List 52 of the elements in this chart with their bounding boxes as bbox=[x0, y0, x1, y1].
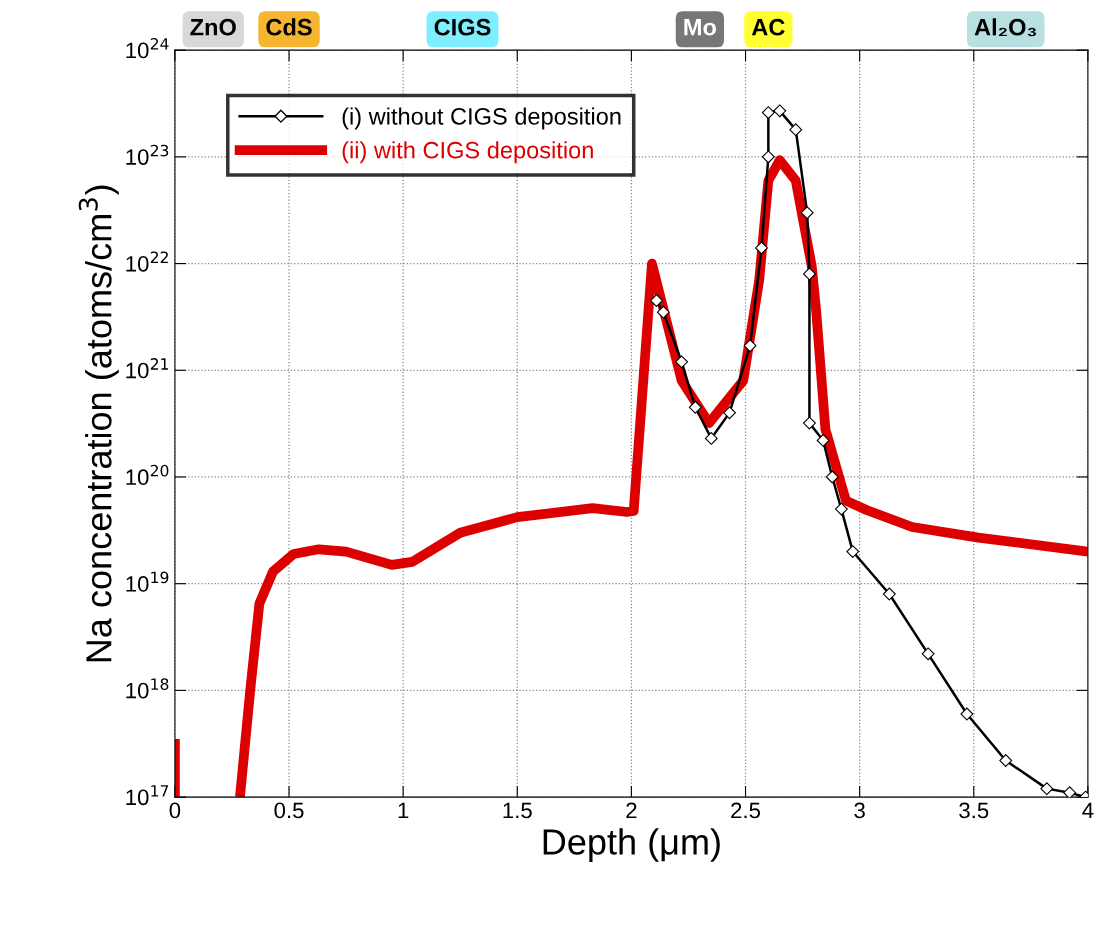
point bbox=[743, 339, 757, 353]
point bbox=[921, 647, 935, 661]
point bbox=[761, 150, 775, 164]
point bbox=[761, 106, 775, 120]
text: Mo bbox=[684, 19, 716, 36]
point bbox=[755, 241, 768, 255]
point bbox=[960, 707, 974, 721]
x-tick-label: 2.5 bbox=[731, 802, 761, 819]
point bbox=[800, 206, 814, 220]
y-tick-label: 10$^{19}$ bbox=[126, 571, 169, 592]
point bbox=[675, 355, 689, 369]
y-tick-label: 10$^{17}$ bbox=[126, 785, 169, 806]
x-tick-label: 0.5 bbox=[274, 802, 304, 819]
y-tick-label: 10$^{23}$ bbox=[126, 144, 169, 165]
text: CdS bbox=[266, 18, 312, 36]
text: CIGS bbox=[434, 18, 491, 36]
y-tick-label: 10$^{18}$ bbox=[126, 678, 169, 699]
text: AC bbox=[751, 18, 785, 36]
point bbox=[999, 754, 1013, 767]
legend-label: (ii) with CIGS deposition bbox=[342, 141, 593, 164]
text: Al₂O₃ bbox=[974, 18, 1037, 37]
y-tick-label: 10$^{21}$ bbox=[126, 358, 168, 379]
y-tick-label: 10$^{22}$ bbox=[126, 251, 168, 272]
x-tick-label: 4 bbox=[1082, 802, 1094, 819]
y-tick-label: 10$^{24}$ bbox=[126, 38, 169, 59]
point bbox=[816, 433, 830, 447]
point bbox=[1063, 786, 1077, 798]
x-tick-label: 2 bbox=[626, 802, 637, 819]
point bbox=[656, 305, 670, 319]
x-tick-label: 3.5 bbox=[959, 802, 989, 819]
point bbox=[773, 104, 787, 118]
point bbox=[846, 545, 860, 559]
point bbox=[704, 431, 718, 445]
point bbox=[650, 294, 663, 308]
point bbox=[1040, 782, 1054, 796]
x-tick-label: 1.5 bbox=[503, 802, 532, 819]
point bbox=[882, 587, 896, 601]
y-tick-label: 10$^{20}$ bbox=[126, 464, 169, 486]
x-tick-label: 0 bbox=[169, 802, 181, 819]
y-axis-title: Na concentration (atoms/cm$^{3}$) bbox=[78, 185, 119, 662]
x-axis-title: Depth (μm) bbox=[543, 828, 720, 862]
point bbox=[825, 470, 839, 484]
text: ZnO bbox=[190, 18, 236, 36]
point bbox=[723, 406, 736, 420]
point bbox=[688, 400, 702, 414]
x-tick-label: 3 bbox=[854, 802, 865, 819]
point bbox=[802, 416, 816, 430]
x-tick-label: 1 bbox=[398, 802, 409, 819]
point bbox=[802, 267, 816, 281]
point bbox=[789, 123, 803, 137]
legend-label: (i) without CIGS deposition bbox=[342, 107, 621, 130]
point bbox=[834, 502, 848, 516]
